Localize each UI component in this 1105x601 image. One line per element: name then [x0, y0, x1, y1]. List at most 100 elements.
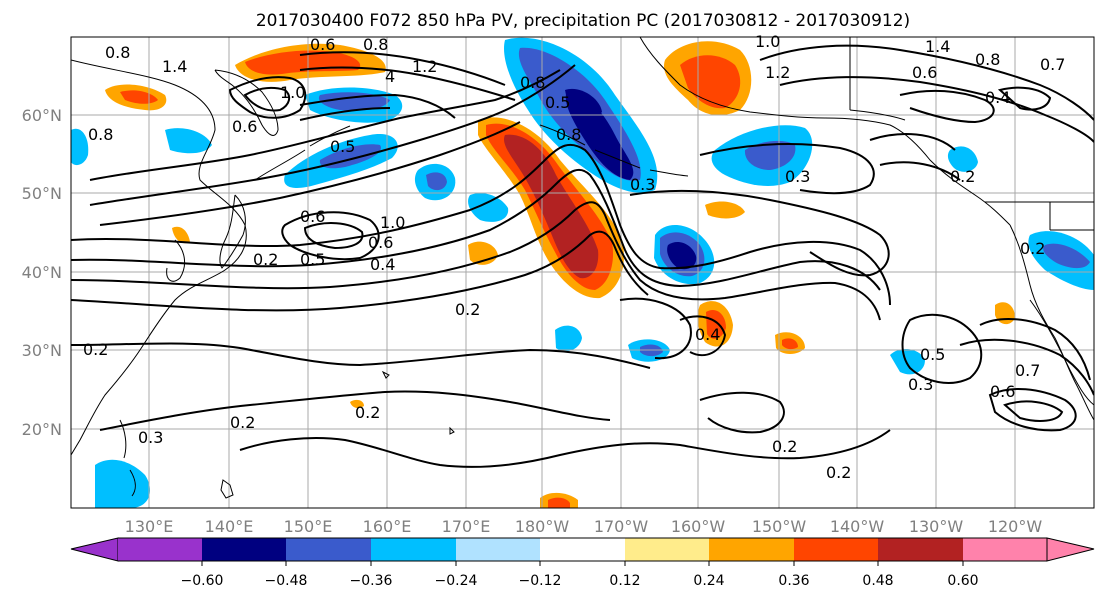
lon-label: 150°W	[752, 517, 807, 536]
colorbar-tick-label: 0.60	[947, 573, 978, 589]
lon-label: 130°E	[125, 517, 174, 536]
contour-label: 0.2	[772, 437, 797, 456]
lon-label: 130°W	[909, 517, 964, 536]
colorbar-segment	[625, 538, 709, 561]
contour-label: 0.5	[300, 250, 325, 269]
coast-islands	[220, 370, 455, 499]
colorbar-segment	[456, 538, 540, 561]
shade-neg-sc-1	[555, 325, 582, 352]
colorbar-segment	[540, 538, 625, 561]
coast-west-us	[1009, 224, 1094, 421]
contour-label: 4	[385, 67, 395, 86]
colorbar-segment	[371, 538, 456, 561]
colorbar-segment	[118, 538, 202, 561]
contour-label: 0.8	[363, 35, 388, 54]
shade-pos-subtrop-inner	[706, 309, 726, 339]
contour-label: 0.2	[83, 340, 108, 359]
contour-labels: 0.8 1.4 0.6 0.8 1.2 4 1.0 1.0 1.2 1.4 0.…	[83, 32, 1065, 482]
contour-label: 1.2	[765, 63, 790, 82]
shade-neg-west-edge	[71, 128, 89, 166]
shade-neg-west-us-inner	[1043, 243, 1090, 269]
shade-neg-baja	[890, 348, 925, 375]
colorbar-tick-label: −0.24	[435, 573, 478, 589]
contour-label: 0.6	[300, 207, 325, 226]
colorbar-extend-high	[1046, 537, 1095, 562]
lon-labels: 130°E 140°E 150°E 160°E 170°E 180°W 170°…	[125, 517, 1043, 536]
shade-pos-south-inner	[548, 497, 570, 508]
shade-neg-central-core	[667, 242, 697, 270]
coast-alaska	[639, 37, 1011, 226]
contour-label: 0.8	[88, 125, 113, 144]
contour-label: 0.6	[310, 35, 335, 54]
contour-label: 0.2	[950, 167, 975, 186]
contour-label: 0.4	[370, 255, 395, 274]
shade-neg-jp	[165, 128, 212, 154]
shade-neg-bering-core2	[565, 88, 602, 116]
shade-neg-okhotsk-inner	[318, 92, 390, 111]
shade-pos-hawaii-inner	[782, 338, 798, 350]
contour-label: 0.2	[1020, 239, 1045, 258]
contour-label: 0.2	[826, 463, 851, 482]
colorbar-segment	[202, 538, 286, 561]
colorbar-extend-low	[70, 537, 119, 562]
colorbar-segment	[286, 538, 371, 561]
shade-neg-sw	[95, 459, 150, 508]
colorbar-segment	[794, 538, 878, 561]
contour-label: 0.6	[912, 63, 937, 82]
coast-philippines	[119, 419, 136, 497]
colorbar-segment	[963, 538, 1047, 561]
shade-pos-wnw	[172, 226, 190, 244]
contour-label: 0.3	[630, 175, 655, 194]
contour-label: 1.0	[755, 32, 780, 51]
contour-label: 0.2	[355, 403, 380, 422]
shade-neg-west-coast-n	[947, 146, 978, 172]
colorbar-tick-label: −0.36	[350, 573, 393, 589]
colorbar-tick-label: −0.12	[519, 573, 562, 589]
colorbar-tick-label: 0.24	[693, 573, 724, 589]
border-canada-us	[985, 201, 1094, 231]
contour-label: 1.0	[380, 213, 405, 232]
lat-label: 60°N	[22, 106, 62, 125]
lon-label: 150°E	[284, 517, 333, 536]
contour-label: 0.6	[990, 382, 1015, 401]
contour-label: 0.5	[330, 137, 355, 156]
map-panel: 0.8 1.4 0.6 0.8 1.2 4 1.0 1.0 1.2 1.4 0.…	[70, 32, 1095, 509]
colorbar-tick-label: −0.60	[181, 573, 224, 589]
colorbar-segment	[878, 538, 963, 561]
lon-label: 180°W	[515, 517, 570, 536]
lon-label: 170°W	[594, 517, 649, 536]
lon-label: 140°E	[205, 517, 254, 536]
contour-label: 0.6	[368, 233, 393, 252]
shade-neg-nw-pac-1-inner	[426, 172, 447, 191]
precipitation-shading	[71, 37, 1094, 508]
colorbar: −0.60 −0.48 −0.36 −0.24 −0.12 0.12 0.24 …	[70, 537, 1095, 589]
contour-label: 0.2	[253, 250, 278, 269]
lat-labels: 60°N 50°N 40°N 30°N 20°N	[22, 106, 62, 439]
lon-label: 160°E	[363, 517, 412, 536]
coast-asia	[71, 59, 247, 456]
lon-label: 160°W	[671, 517, 726, 536]
shade-pos-gulf	[705, 201, 745, 219]
shade-neg-gulf-alaska-inner	[744, 140, 796, 170]
contour-label: 1.0	[280, 83, 305, 102]
pv-contours	[71, 44, 1094, 468]
coast-korea	[166, 239, 186, 282]
contour-label: 1.2	[412, 57, 437, 76]
colorbar-tick-label: 0.48	[862, 573, 893, 589]
lat-label: 20°N	[22, 420, 62, 439]
contour-label: 0.7	[1015, 361, 1040, 380]
contour-label: 0.4	[695, 325, 720, 344]
colorbar-ticks	[201, 561, 964, 566]
contour-label: 0.4	[985, 88, 1010, 107]
shade-pos-tiny	[350, 399, 364, 409]
colorbar-segment	[709, 538, 794, 561]
lat-label: 50°N	[22, 184, 62, 203]
contour-label: 0.2	[230, 413, 255, 432]
contour-label: 0.3	[138, 428, 163, 447]
colorbar-tick-label: −0.48	[265, 573, 308, 589]
shade-pos-main-core	[504, 134, 599, 279]
contour-label: 0.2	[455, 300, 480, 319]
contour-label: 0.6	[232, 117, 257, 136]
map-frame	[70, 36, 1095, 509]
